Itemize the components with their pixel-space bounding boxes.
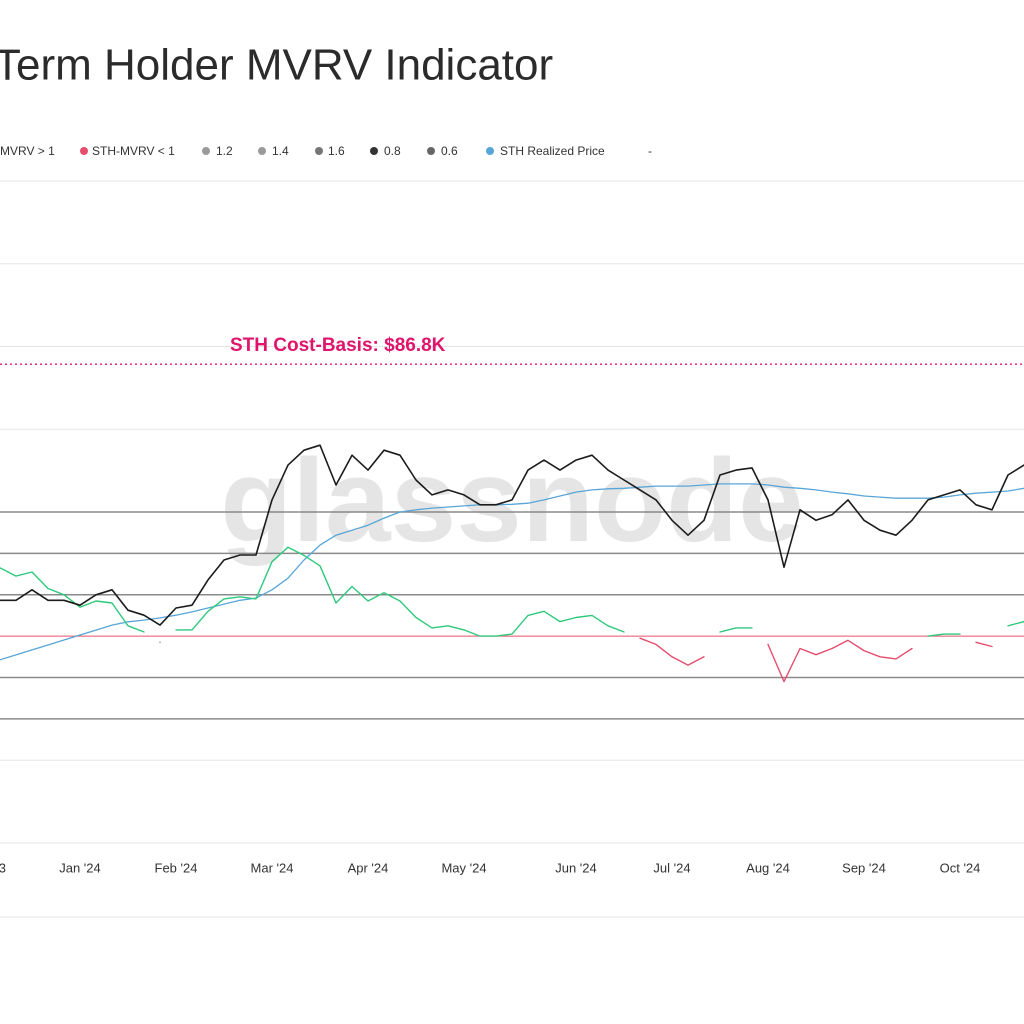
x-tick-label: Mar '24 (251, 860, 294, 875)
annotation: STH Cost-Basis: $86.8K (230, 335, 446, 356)
x-tick-label: Jun '24 (555, 860, 597, 875)
legend-marker (315, 147, 323, 155)
series-line (0, 546, 1024, 637)
legend-label: STH-MVRV < 1 (92, 144, 175, 158)
legend-marker (427, 147, 435, 155)
legend-label: STH Realized Price (500, 144, 605, 158)
x-tick-label: Jan '24 (59, 860, 101, 875)
x-tick-label: Oct '24 (940, 860, 981, 875)
x-tick-label: May '24 (441, 860, 486, 875)
x-tick-label: Feb '24 (155, 860, 198, 875)
legend-label: 1.6 (328, 144, 345, 158)
chart-title: Term Holder MVRV Indicator (0, 41, 553, 90)
series-line (159, 637, 993, 683)
legend-marker (486, 147, 494, 155)
watermark: glassnode (220, 435, 804, 567)
legend-label: 1.4 (272, 144, 289, 158)
x-tick-label: Sep '24 (842, 860, 886, 875)
legend-label: 1.2 (216, 144, 233, 158)
series-line (0, 483, 1024, 661)
x-tick-label: Apr '24 (348, 860, 389, 875)
legend-marker (80, 147, 88, 155)
x-tick-label: 3 (0, 860, 6, 875)
x-tick-label: Aug '24 (746, 860, 790, 875)
x-tick-label: Jul '24 (653, 860, 690, 875)
legend-marker (370, 147, 378, 155)
legend-label: 0.8 (384, 144, 401, 158)
legend-label: MVRV > 1 (0, 144, 55, 158)
legend-label: - (648, 144, 652, 158)
legend-marker (258, 147, 266, 155)
series-line (0, 444, 1024, 626)
legend-label: 0.6 (441, 144, 458, 158)
legend-marker (202, 147, 210, 155)
